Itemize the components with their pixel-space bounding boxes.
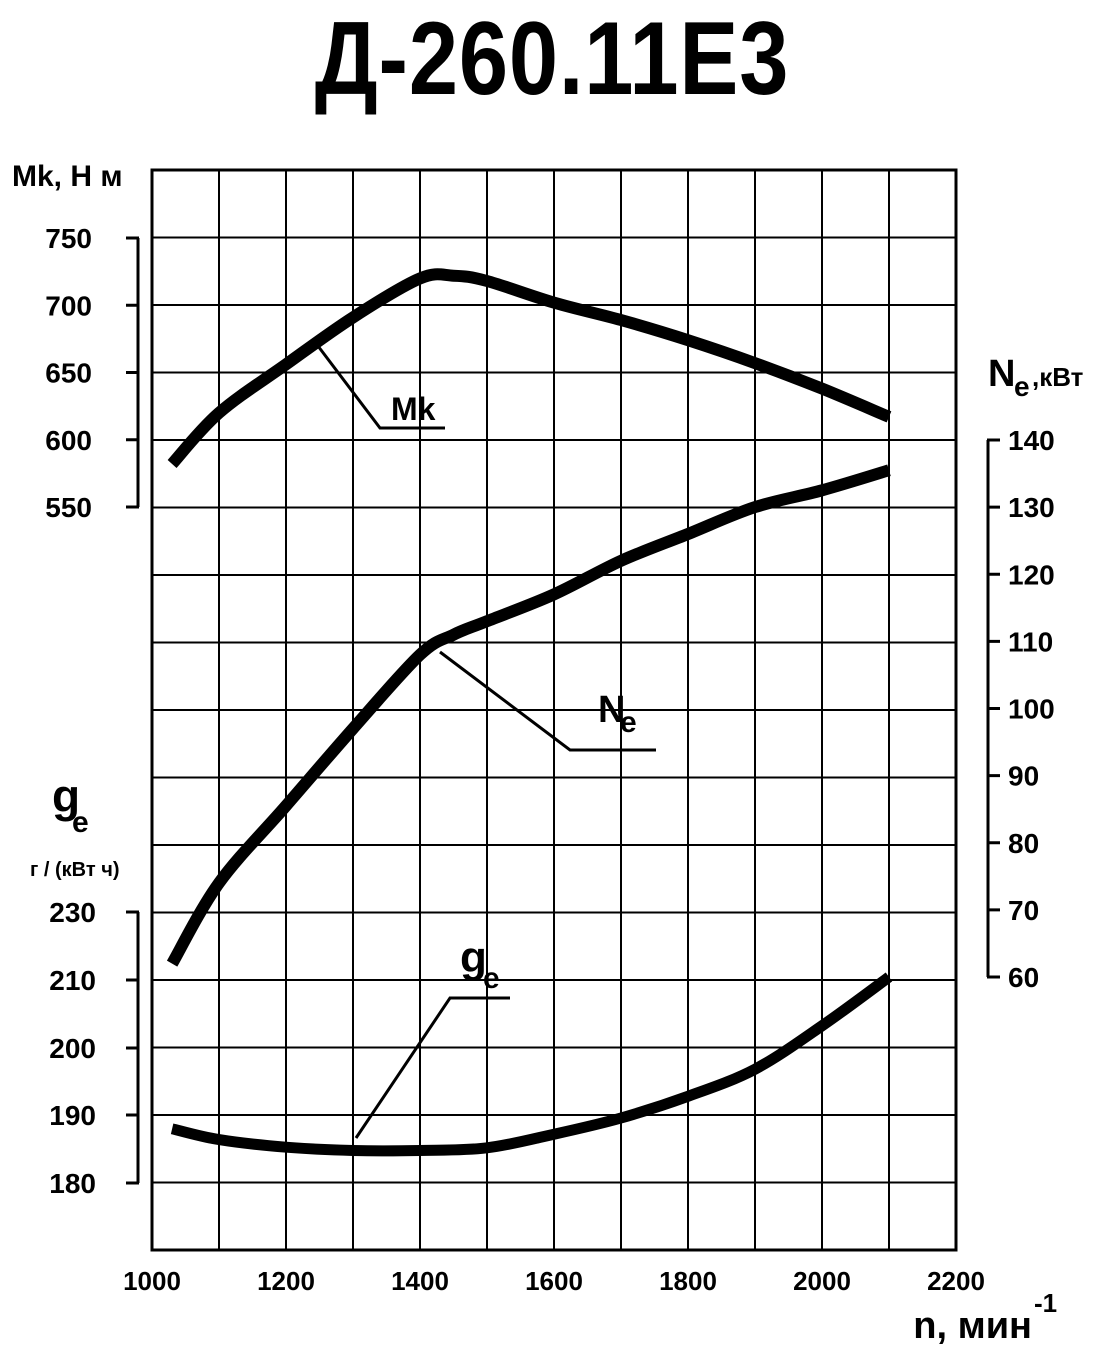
fuel-axis [126, 910, 140, 1185]
x-tick-label: 1600 [525, 1266, 583, 1296]
torque-tick-label: 650 [45, 358, 92, 389]
power-axis-label-unit: ,кВт [1032, 362, 1084, 392]
series-line-ge [170, 972, 893, 1157]
x-tick-label: 2000 [793, 1266, 851, 1296]
fuel-axis-label-sub: e [72, 806, 89, 839]
power-tick-label: 80 [1008, 828, 1039, 859]
leader-mk [316, 345, 445, 430]
chart-grid [150, 168, 958, 1252]
series-label-ge-sub: e [483, 962, 500, 995]
fuel-axis-unit: г / (кВт ч) [30, 859, 119, 881]
leader-ne [439, 650, 656, 752]
power-tick-label: 130 [1008, 492, 1055, 523]
x-tick-label: 1400 [391, 1266, 449, 1296]
power-tick-label: 140 [1008, 425, 1055, 456]
x-axis-label-exponent: -1 [1034, 1288, 1057, 1318]
chart-title: Д-260.11Е3 [314, 1, 790, 117]
torque-tick-label: 750 [45, 223, 92, 254]
torque-tick-label: 700 [45, 290, 92, 321]
power-axis [986, 438, 1000, 979]
x-tick-label: 2200 [927, 1266, 985, 1296]
chart-leader-lines [316, 345, 656, 1139]
power-tick-label: 60 [1008, 962, 1039, 993]
chart-labels: 1000 1200 1400 1600 1800 2000 2200 n, мин-1 750 7… [12, 160, 1084, 1347]
power-tick-label: 120 [1008, 559, 1055, 590]
series-label-ne-main: N [598, 689, 625, 731]
torque-tick-label: 550 [45, 492, 92, 523]
leader-ge [354, 996, 510, 1139]
torque-tick-label: 600 [45, 425, 92, 456]
series-line-Ne [166, 464, 891, 967]
chart-axes [126, 236, 1000, 1185]
series-label-ge-main: g [460, 933, 487, 982]
torque-axis [126, 236, 140, 509]
power-tick-label: 90 [1008, 761, 1039, 792]
power-tick-label: 70 [1008, 895, 1039, 926]
series-line-Mk [167, 268, 892, 469]
fuel-tick-label: 190 [49, 1100, 96, 1131]
series-label-ne-sub: e [620, 706, 637, 739]
fuel-tick-label: 230 [49, 897, 96, 928]
series-label-mk: Mk [391, 391, 436, 427]
fuel-tick-label: 210 [49, 965, 96, 996]
x-tick-label: 1000 [123, 1266, 181, 1296]
torque-axis-label: Mk, Н м [12, 160, 123, 193]
power-tick-label: 110 [1008, 626, 1053, 657]
fuel-axis-label-main: g [52, 770, 80, 822]
plot-border [150, 168, 958, 1252]
x-axis-label: n, мин [913, 1305, 1032, 1347]
x-tick-label: 1800 [659, 1266, 717, 1296]
fuel-tick-label: 200 [49, 1033, 96, 1064]
power-tick-label: 100 [1008, 694, 1055, 725]
power-axis-label-sub: e [1014, 371, 1030, 402]
power-axis-label-main: N [988, 353, 1015, 395]
chart-series [166, 268, 893, 1157]
fuel-tick-label: 180 [49, 1168, 96, 1199]
x-tick-label: 1200 [257, 1266, 315, 1296]
